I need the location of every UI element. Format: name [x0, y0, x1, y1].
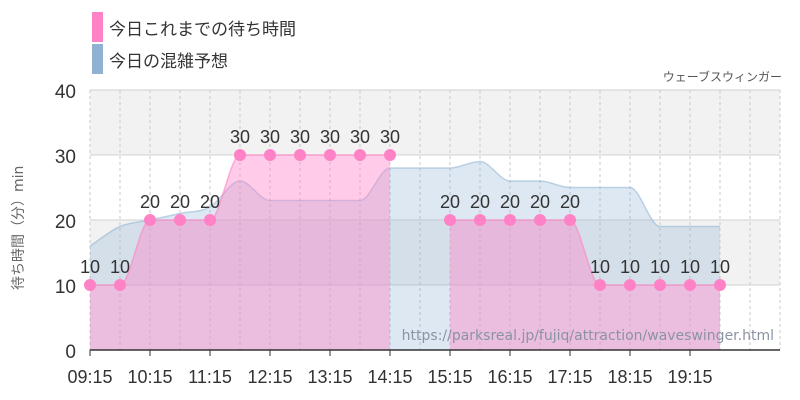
data-label: 20: [500, 192, 520, 212]
x-tick-label: 15:15: [427, 367, 472, 387]
y-tick-label: 30: [55, 147, 76, 168]
actual-area-segment: [90, 155, 390, 350]
legend-label-forecast: 今日の混雑予想: [109, 51, 228, 72]
data-label: 10: [590, 257, 610, 277]
y-tick-label: 40: [55, 82, 76, 103]
data-point: [204, 214, 216, 226]
forecast-line: [89, 160, 720, 247]
data-label: 10: [680, 257, 700, 277]
data-label: 20: [470, 192, 490, 212]
data-label: 20: [140, 192, 160, 212]
y-axis-label: 待ち時間（分）min: [11, 165, 27, 290]
x-tick-label: 17:15: [547, 367, 592, 387]
data-label: 20: [440, 192, 460, 212]
data-point: [594, 279, 606, 291]
legend-item-forecast[interactable]: 今日の混雑予想: [92, 44, 228, 74]
x-tick-label: 16:15: [487, 367, 532, 387]
data-point: [324, 149, 336, 161]
x-tick-label: 11:15: [188, 367, 232, 387]
x-tick-label: 12:15: [247, 367, 292, 387]
y-tick-label: 20: [55, 212, 76, 233]
band: [90, 90, 780, 155]
data-point: [504, 214, 516, 226]
legend-swatch-forecast: [92, 44, 103, 74]
data-label: 30: [290, 127, 310, 147]
data-label: 30: [230, 127, 250, 147]
actual-area-segment: [450, 220, 720, 350]
x-tick-label: 19:15: [667, 367, 712, 387]
axes: 0 10 20 30 40 09:15 10:15 11:15 12:15 13:15 14:15 1…: [55, 82, 780, 387]
data-point: [84, 279, 96, 291]
x-tick-label: 13:15: [307, 367, 352, 387]
legend-label-today: 今日これまでの待ち時間: [109, 19, 296, 40]
data-label: 10: [80, 257, 100, 277]
data-label: 30: [350, 127, 370, 147]
data-label: 20: [200, 192, 220, 212]
legend-swatch-today: [92, 12, 103, 42]
data-point: [714, 279, 726, 291]
data-point: [684, 279, 696, 291]
data-label: 10: [620, 257, 640, 277]
background-bands: [90, 90, 780, 350]
band: [90, 220, 780, 285]
forecast-series: [89, 160, 720, 350]
forecast-area: [90, 161, 720, 350]
y-tick-label: 10: [55, 277, 76, 298]
source-url: https://parksreal.jp/fujiq/attraction/wa…: [401, 328, 774, 344]
data-point: [444, 214, 456, 226]
actual-line-segment: [450, 219, 720, 286]
data-point: [114, 279, 126, 291]
data-point: [564, 214, 576, 226]
data-label: 20: [560, 192, 580, 212]
data-point: [534, 214, 546, 226]
data-point: [294, 149, 306, 161]
x-tick-label: 09:15: [67, 367, 112, 387]
attraction-name: ウェーブスウィンガー: [662, 70, 782, 84]
actual-series: [90, 154, 720, 350]
data-point: [654, 279, 666, 291]
data-labels: 10 10 20 20 20 30 30 30 30 30 30 20 20 20 20 20 10 10 10 10…: [80, 127, 730, 277]
data-label: 30: [320, 127, 340, 147]
x-tick-label: 18:15: [607, 367, 652, 387]
y-tick-label: 0: [65, 342, 76, 363]
x-tick-label: 10:15: [127, 367, 172, 387]
data-point: [144, 214, 156, 226]
data-point: [264, 149, 276, 161]
data-label: 10: [710, 257, 730, 277]
data-point: [234, 149, 246, 161]
data-label: 20: [170, 192, 190, 212]
x-tick-label: 14:15: [367, 367, 412, 387]
data-points: [84, 149, 726, 291]
band: [90, 285, 780, 350]
data-label: 30: [260, 127, 280, 147]
legend-item-today[interactable]: 今日これまでの待ち時間: [92, 12, 296, 42]
data-label: 10: [110, 257, 130, 277]
data-point: [354, 149, 366, 161]
data-label: 30: [380, 127, 400, 147]
data-point: [624, 279, 636, 291]
data-point: [474, 214, 486, 226]
data-point: [174, 214, 186, 226]
data-label: 20: [530, 192, 550, 212]
data-point: [384, 149, 396, 161]
data-label: 10: [650, 257, 670, 277]
